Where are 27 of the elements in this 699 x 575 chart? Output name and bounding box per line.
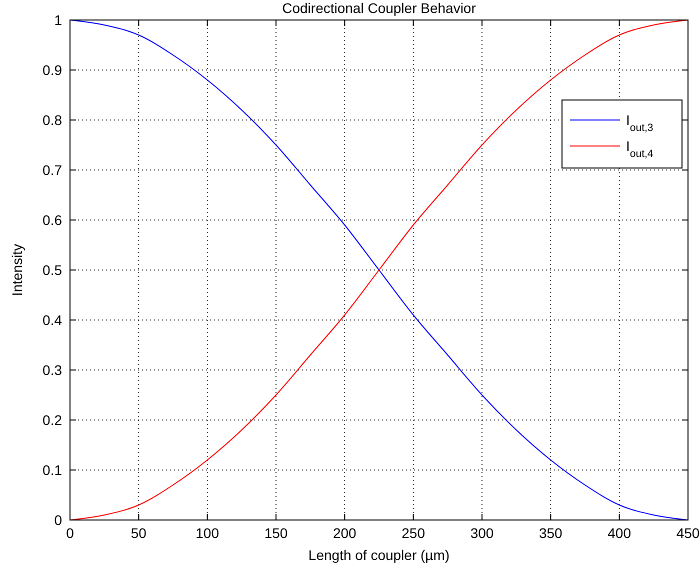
y-tick-label: 0.1: [42, 462, 62, 478]
y-tick-label: 0.9: [42, 62, 62, 78]
chart-title: Codirectional Coupler Behavior: [282, 0, 476, 16]
x-tick-label: 200: [332, 525, 357, 541]
x-tick-label: 350: [538, 525, 563, 541]
legend-label: I$_{out,3}$: [626, 112, 654, 134]
y-tick-label: 0.3: [42, 362, 62, 378]
x-tick-label: 250: [402, 525, 426, 541]
x-axis-title: Length of coupler (µm): [308, 547, 450, 563]
y-tick-label: 1: [54, 12, 62, 28]
x-tick-label: 0: [66, 525, 74, 541]
y-tick-label: 0.5: [42, 262, 62, 278]
y-tick-label: 0.6: [42, 212, 62, 228]
y-tick-label: 0.8: [42, 112, 62, 128]
y-tick-label: 0: [54, 512, 62, 528]
y-tick-label: 0.4: [42, 312, 62, 328]
x-tick-label: 450: [676, 525, 699, 541]
x-tick-label: 50: [130, 525, 147, 541]
legend-label: I$_{out,4}$: [626, 138, 654, 160]
x-tick-label: 400: [608, 525, 632, 541]
line-series: [70, 20, 688, 520]
y-tick-label: 0.7: [42, 162, 62, 178]
x-tick-label: 100: [196, 525, 220, 541]
x-tick-label: 150: [264, 525, 288, 541]
x-tick-label: 300: [470, 525, 494, 541]
y-tick-label: 0.2: [42, 412, 62, 428]
y-axis-title: Intensity: [9, 244, 25, 296]
